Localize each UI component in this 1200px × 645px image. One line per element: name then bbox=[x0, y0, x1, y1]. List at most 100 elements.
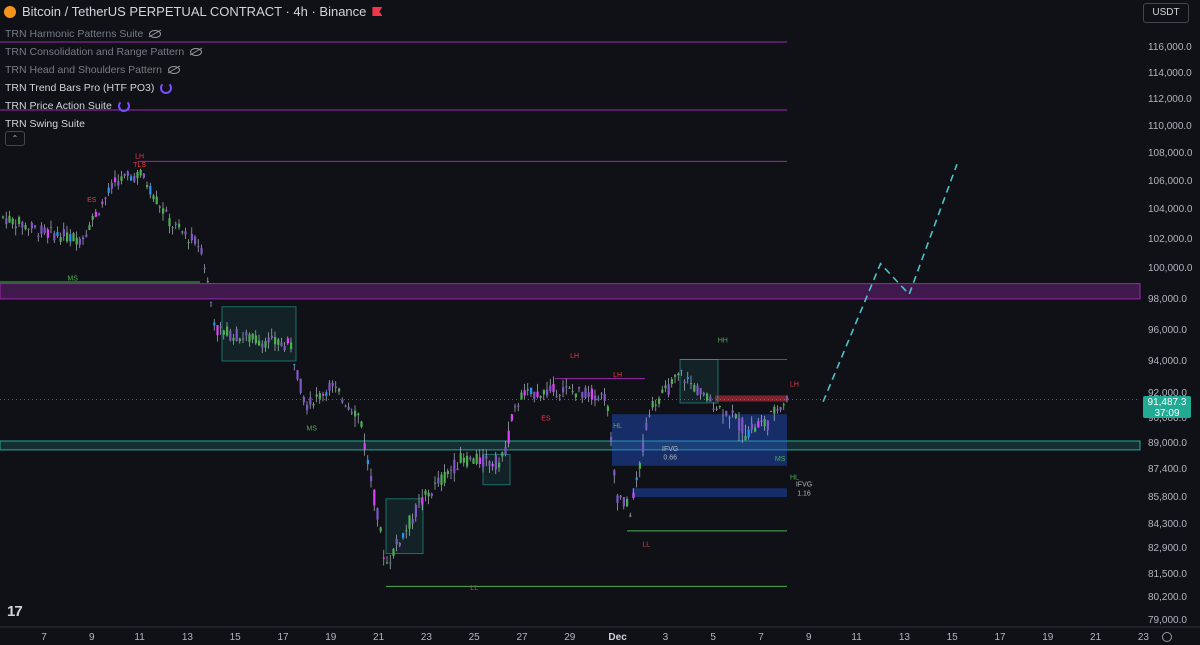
candle-body bbox=[616, 495, 619, 504]
candle-body bbox=[309, 397, 312, 405]
price-tick-label: 84,300.0 bbox=[1148, 519, 1187, 530]
indicator-consolidation[interactable]: TRN Consolidation and Range Pattern bbox=[5, 43, 203, 61]
price-tick-label: 81,500.0 bbox=[1148, 569, 1187, 580]
indicator-harmonic[interactable]: TRN Harmonic Patterns Suite bbox=[5, 25, 202, 43]
candle-body bbox=[539, 396, 542, 398]
candle-body bbox=[114, 177, 117, 183]
swing-label: MS bbox=[67, 275, 78, 282]
candle-body bbox=[82, 237, 85, 240]
candle-body bbox=[642, 442, 645, 452]
candle-body bbox=[312, 404, 315, 406]
candle-body bbox=[622, 497, 625, 507]
support-zone bbox=[0, 440, 1141, 451]
candle-body bbox=[603, 393, 606, 401]
collapse-legend-button[interactable]: ⌃ bbox=[5, 131, 25, 146]
candle-body bbox=[229, 330, 232, 341]
candle-body bbox=[712, 408, 715, 410]
candle-body bbox=[94, 211, 97, 217]
tradingview-logo-icon: 17 bbox=[7, 603, 23, 620]
indicator-label: TRN Head and Shoulders Pattern bbox=[5, 64, 163, 76]
candle-body bbox=[238, 338, 241, 342]
resistance-zone bbox=[0, 283, 1141, 300]
candle-body bbox=[680, 369, 683, 371]
time-tick-label: 7 bbox=[758, 632, 764, 643]
candle-body bbox=[395, 539, 398, 545]
candle-body bbox=[754, 427, 757, 432]
candle-body bbox=[411, 518, 414, 524]
candle-body bbox=[264, 341, 267, 348]
swing-label: 1.16 bbox=[797, 490, 811, 497]
eye-hidden-icon[interactable] bbox=[168, 66, 181, 74]
candle-body bbox=[168, 218, 171, 227]
candle-body bbox=[194, 236, 197, 244]
swing-label: IFVG bbox=[796, 482, 812, 489]
eye-hidden-icon[interactable] bbox=[190, 48, 203, 56]
candle-body bbox=[453, 459, 456, 474]
candle-body bbox=[606, 406, 609, 411]
candle-body bbox=[46, 229, 49, 238]
candle-body bbox=[216, 325, 219, 336]
candle-body bbox=[450, 469, 453, 471]
candle-body bbox=[549, 385, 552, 391]
candle-body bbox=[558, 395, 561, 397]
candle-body bbox=[117, 181, 120, 186]
candle-body bbox=[242, 338, 245, 340]
time-tick-label: 9 bbox=[89, 632, 95, 643]
candle-body bbox=[197, 246, 200, 248]
candle-body bbox=[5, 218, 8, 225]
bitcoin-logo-icon bbox=[4, 5, 16, 18]
candle-body bbox=[664, 385, 667, 389]
swing-label: 0.66 bbox=[663, 454, 677, 461]
indicator-price-action[interactable]: TRN Price Action Suite bbox=[5, 97, 202, 115]
candle-body bbox=[270, 335, 273, 339]
candle-body bbox=[267, 337, 270, 343]
swing-label: TLS bbox=[133, 162, 146, 169]
candle-body bbox=[693, 384, 696, 392]
candle-body bbox=[584, 387, 587, 398]
candle-body bbox=[171, 227, 174, 229]
swing-label: LH bbox=[570, 353, 579, 360]
price-tick-label: 102,000.0 bbox=[1148, 234, 1193, 245]
candle-body bbox=[507, 430, 510, 444]
candle-body bbox=[744, 435, 747, 441]
candle-body bbox=[382, 557, 385, 559]
currency-button[interactable]: USDT bbox=[1143, 3, 1189, 23]
candle-body bbox=[50, 227, 53, 229]
flag-icon[interactable] bbox=[372, 7, 383, 16]
price-tick-label: 92,000.0 bbox=[1148, 388, 1187, 399]
candle-body bbox=[658, 398, 661, 404]
candle-body bbox=[2, 216, 5, 218]
candle-body bbox=[24, 225, 27, 230]
candle-body bbox=[322, 394, 325, 396]
candle-body bbox=[66, 232, 69, 242]
swing-label: LH bbox=[135, 154, 144, 161]
candle-body bbox=[786, 396, 789, 401]
candle-body bbox=[587, 392, 590, 397]
swing-label: HH bbox=[718, 337, 728, 344]
candle-body bbox=[251, 333, 254, 340]
fvg-box bbox=[632, 488, 787, 497]
candle-body bbox=[674, 374, 677, 377]
fvg-box bbox=[612, 414, 787, 466]
indicator-head-shoulders[interactable]: TRN Head and Shoulders Pattern bbox=[5, 61, 202, 79]
gear-icon[interactable] bbox=[1162, 632, 1172, 642]
candle-body bbox=[302, 396, 305, 403]
price-axis bbox=[1140, 0, 1200, 645]
candle-body bbox=[328, 382, 331, 391]
candle-body bbox=[190, 233, 193, 241]
order-block bbox=[715, 395, 787, 402]
swing-label: HL bbox=[790, 475, 799, 482]
eye-hidden-icon[interactable] bbox=[149, 30, 162, 38]
time-tick-label: 9 bbox=[806, 632, 812, 643]
candle-body bbox=[728, 417, 731, 419]
time-tick-label: 29 bbox=[564, 632, 576, 643]
candle-body bbox=[158, 206, 161, 208]
indicator-trend-bars[interactable]: TRN Trend Bars Pro (HTF PO3) bbox=[5, 79, 202, 97]
symbol-title[interactable]: Bitcoin / TetherUS PERPETUAL CONTRACT · … bbox=[22, 4, 367, 19]
indicator-swing[interactable]: TRN Swing Suite bbox=[5, 115, 202, 133]
candle-body bbox=[475, 453, 478, 464]
candle-body bbox=[725, 411, 728, 416]
chart-header: Bitcoin / TetherUS PERPETUAL CONTRACT · … bbox=[4, 4, 383, 19]
candle-body bbox=[632, 492, 635, 498]
